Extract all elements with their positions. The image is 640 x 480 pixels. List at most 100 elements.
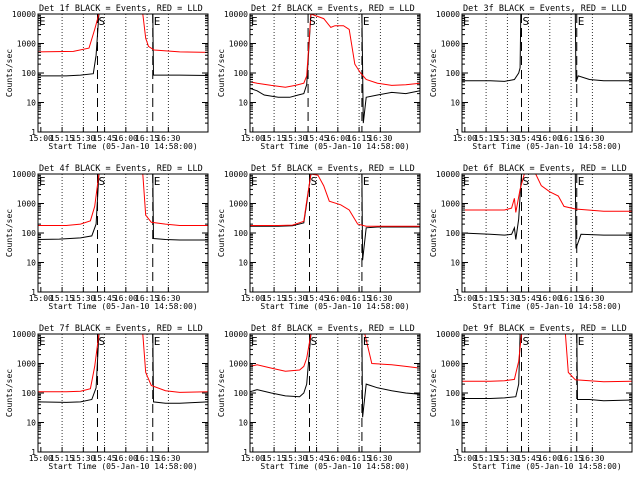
interval-label: S [311, 175, 318, 188]
y-tick-label: 100 [446, 69, 461, 78]
plot-frame [37, 333, 209, 453]
x-tick-label: 15:15 [50, 294, 74, 303]
y-tick-label: 10000 [436, 330, 460, 339]
y-tick-label: 10000 [224, 330, 248, 339]
series-line-events [38, 334, 208, 404]
x-tick-label: 15:00 [453, 134, 477, 143]
panel-title: Det 4f BLACK = Events, RED = LLD [39, 164, 203, 174]
series-line-lld [462, 174, 632, 213]
x-tick-label: 16:30 [580, 294, 604, 303]
x-tick-label: 15:45 [93, 134, 117, 143]
x-tick-label: 16:00 [326, 294, 350, 303]
x-tick-label: 16:15 [559, 294, 583, 303]
interval-label: E [578, 335, 585, 348]
x-tick-label: 15:00 [453, 454, 477, 463]
interval-label: E [251, 335, 258, 348]
y-tick-label: 100 [234, 229, 249, 238]
series-line-lld [250, 174, 420, 227]
series-line-events [250, 334, 420, 418]
x-tick-label: 16:00 [326, 134, 350, 143]
panel-title: Det 3f BLACK = Events, RED = LLD [463, 4, 627, 14]
x-tick-label: 16:30 [156, 134, 180, 143]
y-tick-label: 1 [31, 128, 36, 137]
x-tick-label: 15:15 [50, 134, 74, 143]
x-axis-label: Start Time (05-Jan-10 14:58:00) [48, 142, 197, 151]
plot-frame [461, 13, 633, 133]
y-tick-label: 100 [446, 229, 461, 238]
x-tick-label: 15:45 [517, 294, 541, 303]
series-line-events [462, 174, 632, 249]
x-tick-label: 15:30 [71, 134, 95, 143]
y-tick-label: 1 [31, 288, 36, 297]
series-line-lld [38, 334, 208, 393]
x-tick-label: 16:00 [538, 454, 562, 463]
x-tick-label: 15:30 [495, 134, 519, 143]
y-tick-label: 100 [234, 69, 249, 78]
x-tick-label: 16:00 [326, 454, 350, 463]
panel-title: Det 9f BLACK = Events, RED = LLD [463, 324, 627, 334]
y-tick-label: 10 [26, 99, 36, 108]
x-axis-label: Start Time (05-Jan-10 14:58:00) [260, 302, 409, 311]
y-axis-label: Counts/sec [429, 209, 438, 257]
y-tick-label: 100 [234, 389, 249, 398]
interval-label: E [363, 335, 370, 348]
interval-label: S [309, 15, 316, 28]
interval-label: S [99, 175, 106, 188]
x-tick-label: 15:45 [517, 454, 541, 463]
y-tick-label: 1 [243, 288, 248, 297]
x-tick-label: 15:00 [241, 294, 265, 303]
interval-label: E [578, 175, 585, 188]
series-line-lld [250, 334, 420, 372]
x-tick-label: 15:00 [453, 294, 477, 303]
x-tick-label: 16:15 [347, 134, 371, 143]
x-tick-label: 15:15 [262, 454, 286, 463]
y-tick-label: 1 [243, 128, 248, 137]
x-tick-label: 15:30 [495, 454, 519, 463]
y-tick-label: 1000 [229, 360, 248, 369]
series-line-events [38, 174, 208, 241]
y-tick-label: 10 [238, 419, 248, 428]
x-tick-label: 15:30 [495, 294, 519, 303]
y-tick-label: 1 [243, 448, 248, 457]
plot-frame [249, 333, 421, 453]
x-tick-label: 15:30 [71, 294, 95, 303]
plot-frame [461, 173, 633, 293]
x-tick-label: 16:30 [368, 134, 392, 143]
x-tick-label: 16:30 [368, 294, 392, 303]
y-tick-label: 100 [446, 389, 461, 398]
panel-title: Det 7f BLACK = Events, RED = LLD [39, 324, 203, 334]
panel-title: Det 8f BLACK = Events, RED = LLD [251, 324, 415, 334]
interval-label: E [463, 335, 470, 348]
interval-label: E [463, 15, 470, 28]
y-tick-label: 1000 [17, 360, 36, 369]
interval-label: S [523, 175, 530, 188]
x-tick-label: 15:15 [474, 454, 498, 463]
y-tick-label: 10000 [224, 170, 248, 179]
x-axis-label: Start Time (05-Jan-10 14:58:00) [260, 462, 409, 471]
plot-frame [461, 333, 633, 453]
panel-title: Det 5f BLACK = Events, RED = LLD [251, 164, 415, 174]
interval-label: E [251, 15, 258, 28]
x-tick-label: 16:00 [114, 454, 138, 463]
interval-label: E [154, 15, 161, 28]
x-tick-label: 16:00 [114, 134, 138, 143]
y-tick-label: 1 [455, 128, 460, 137]
y-tick-label: 10 [26, 259, 36, 268]
plot-frame [249, 13, 421, 133]
x-tick-label: 16:30 [580, 134, 604, 143]
panel-title: Det 6f BLACK = Events, RED = LLD [463, 164, 627, 174]
x-axis-label: Start Time (05-Jan-10 14:58:00) [472, 462, 621, 471]
y-tick-label: 10 [450, 259, 460, 268]
y-tick-label: 10000 [12, 330, 36, 339]
plot-frame [249, 173, 421, 293]
x-tick-label: 16:30 [156, 454, 180, 463]
x-tick-label: 16:30 [156, 294, 180, 303]
y-tick-label: 100 [22, 389, 37, 398]
x-tick-label: 16:30 [368, 454, 392, 463]
series-line-lld [250, 14, 420, 88]
x-tick-label: 15:30 [283, 294, 307, 303]
x-axis-label: Start Time (05-Jan-10 14:58:00) [48, 302, 197, 311]
